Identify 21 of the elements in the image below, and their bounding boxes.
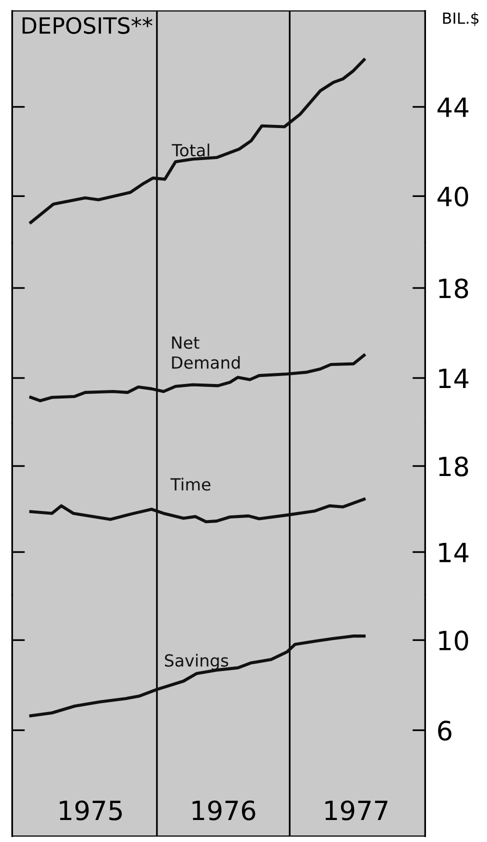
y-tick-label: 14: [439, 368, 468, 388]
x-tick-label: 1975: [60, 800, 122, 820]
series-label: Total: [172, 144, 210, 157]
y-axis-title: BIL.$: [443, 12, 478, 26]
line-series: [29, 498, 366, 524]
series-label: Savings: [164, 654, 228, 670]
y-tick-label: 10: [439, 630, 468, 651]
line-series: [29, 354, 366, 402]
y-tick-label: 40: [438, 186, 468, 207]
y-tick-label: 14: [439, 542, 468, 562]
x-tick-label: 1976: [192, 800, 256, 820]
series-label: Time: [170, 478, 210, 491]
y-tick-label: 18: [439, 278, 468, 298]
y-tick-label: 44: [438, 98, 468, 117]
series-label: Net Demand: [172, 336, 240, 369]
x-tick-label: 1977: [325, 800, 388, 820]
line-series: [29, 58, 366, 224]
chart-title: DEPOSITS**: [22, 17, 152, 34]
y-tick-label: 6: [438, 720, 452, 741]
line-series: [29, 634, 366, 718]
y-tick-label: 18: [439, 456, 468, 476]
